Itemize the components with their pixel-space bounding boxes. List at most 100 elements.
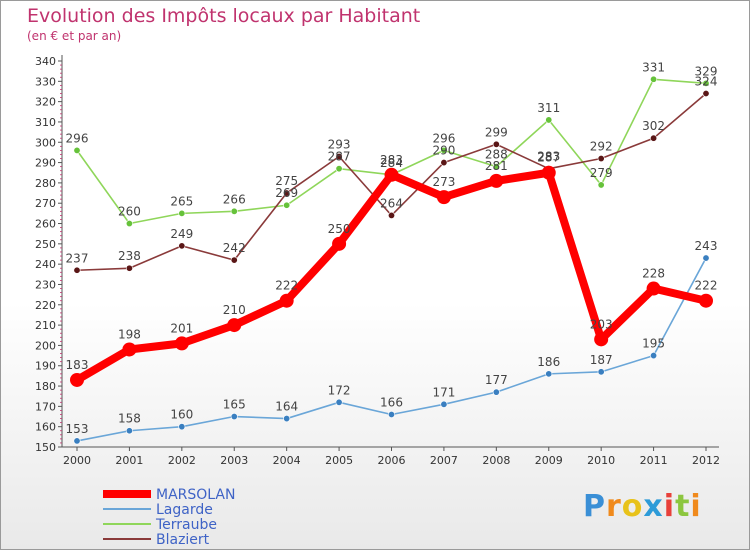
data-label: 237	[66, 251, 89, 265]
data-point	[650, 134, 658, 142]
legend-label: Lagarde	[156, 502, 213, 518]
y-tick-label: 280	[35, 177, 56, 190]
y-tick-label: 220	[35, 299, 56, 312]
proxiti-logo: Proxiti	[583, 489, 702, 524]
logo-letter: t	[675, 489, 691, 524]
legend-label: MARSOLAN	[156, 487, 235, 503]
data-point	[283, 415, 291, 423]
x-tick-label: 2007	[430, 454, 458, 467]
data-point	[594, 332, 609, 347]
data-label: 222	[275, 279, 298, 293]
data-point	[489, 173, 504, 188]
data-label: 266	[223, 192, 246, 206]
data-point	[174, 336, 189, 351]
data-label: 264	[380, 196, 403, 210]
x-tick-label: 2009	[535, 454, 563, 467]
series-marsolan	[70, 165, 713, 387]
logo-letter: i	[663, 489, 676, 524]
x-tick-label: 2003	[220, 454, 248, 467]
y-tick-label: 270	[35, 197, 56, 210]
y-tick-label: 330	[35, 75, 56, 88]
data-point	[332, 236, 347, 251]
x-tick-label: 2008	[482, 454, 510, 467]
data-point	[230, 256, 238, 264]
y-tick-label: 230	[35, 278, 56, 291]
data-label: 281	[485, 159, 508, 173]
data-label: 187	[590, 353, 613, 367]
data-point	[492, 388, 500, 396]
data-point	[125, 220, 133, 228]
data-label: 243	[695, 239, 718, 253]
data-point	[227, 318, 242, 333]
data-label: 260	[118, 205, 141, 219]
legend-label: Terraube	[155, 517, 217, 533]
data-label: 166	[380, 395, 403, 409]
data-label: 273	[432, 175, 455, 189]
data-label: 283	[537, 150, 560, 164]
data-point	[73, 266, 81, 274]
data-point	[178, 209, 186, 217]
chart-title: Evolution des Impôts locaux par Habitant	[27, 5, 421, 27]
data-point	[436, 190, 451, 205]
x-tick-label: 2005	[325, 454, 353, 467]
data-point	[650, 352, 658, 360]
data-label: 296	[66, 131, 89, 145]
data-label: 250	[328, 222, 351, 236]
labels-marsolan: 183 198 201 210 222 250 283 273 281 287 203 228 222	[66, 151, 718, 372]
y-tick-label: 290	[35, 157, 56, 170]
data-point	[597, 181, 605, 189]
x-tick-label: 2001	[115, 454, 143, 467]
data-point	[597, 368, 605, 376]
labels-terraube: 296 260 265 266 269 287 284 296 288 311 279 331 329	[66, 60, 718, 218]
labels-blaziert: 237 238 249 242 275 293 264 290 299 283 292 302 324	[66, 75, 718, 266]
data-point	[702, 90, 710, 98]
data-label: 242	[223, 241, 246, 255]
series-lagarde	[73, 254, 710, 445]
data-point	[283, 201, 291, 209]
data-label: 279	[590, 166, 613, 180]
y-tick-label: 310	[35, 116, 56, 129]
data-label: 249	[170, 227, 193, 241]
data-point	[70, 372, 84, 387]
y-tick-label: 320	[35, 96, 56, 109]
logo-letter: o	[621, 489, 644, 524]
data-point	[283, 189, 291, 197]
logo-letter: i	[690, 489, 702, 524]
data-label: 172	[328, 383, 351, 397]
data-label: 293	[328, 137, 351, 151]
data-point	[230, 413, 238, 421]
data-label: 164	[275, 400, 298, 414]
data-point	[650, 75, 658, 83]
data-point	[387, 410, 395, 418]
y-tick-label: 340	[35, 55, 56, 68]
data-point	[699, 293, 713, 308]
data-label: 158	[118, 412, 141, 426]
y-tick-label: 260	[35, 218, 56, 231]
data-point	[545, 116, 553, 124]
data-label: 284	[380, 156, 403, 170]
data-point	[702, 254, 710, 262]
data-point	[440, 159, 448, 167]
data-point	[122, 342, 137, 357]
data-point	[335, 398, 343, 406]
legend-label: Blaziert	[156, 532, 210, 548]
data-point	[73, 437, 81, 445]
labels-lagarde: 153 158 160 165 164 172 166 171 177 186 187 195 243	[66, 239, 718, 436]
data-label: 177	[485, 373, 508, 387]
x-tick-label: 2006	[378, 454, 406, 467]
data-point	[335, 165, 343, 173]
data-label: 283	[380, 153, 403, 167]
data-point	[597, 155, 605, 163]
data-point	[387, 211, 395, 219]
x-tick-label: 2010	[587, 454, 615, 467]
data-point	[440, 146, 448, 154]
data-label: 275	[275, 174, 298, 188]
data-point	[335, 152, 343, 160]
data-label: 290	[432, 144, 455, 158]
data-point	[230, 207, 238, 215]
data-label: 331	[642, 60, 665, 74]
x-tick-label: 2002	[168, 454, 196, 467]
data-label: 269	[275, 186, 298, 200]
y-tick-label: 180	[35, 380, 56, 393]
